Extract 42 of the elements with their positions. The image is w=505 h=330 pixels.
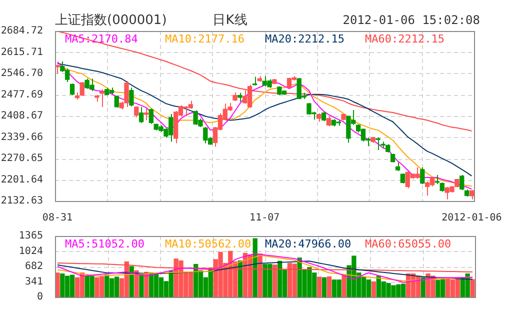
y-tick-label: 2477.69: [0, 89, 43, 100]
y-tick-label: 2408.67: [0, 110, 43, 122]
x-tick-label: 08-31: [42, 212, 73, 224]
bar: [371, 281, 376, 297]
text: MA20:2212.15: [265, 32, 344, 46]
y-tick-label: 341: [24, 276, 43, 288]
chart-title: 日K线: [212, 13, 248, 28]
text: MA60:2212.15: [365, 32, 444, 46]
y-tick-label: 2270.65: [0, 153, 43, 164]
bar: [139, 273, 144, 297]
series-label: MA5:51052.00: [65, 237, 144, 250]
y-tick-label: 2201.64: [0, 174, 43, 186]
candlestick: [272, 78, 277, 85]
series-label: MA60:65055.00: [365, 237, 452, 250]
bar: [326, 276, 332, 297]
bar: [258, 253, 262, 297]
bar: [252, 238, 258, 297]
y-tick-label: 2339.66: [0, 132, 43, 143]
bar: [134, 270, 139, 297]
bar: [322, 277, 327, 297]
text: MA10:2177.16: [165, 32, 244, 46]
y-tick-label: 2615.71: [0, 46, 43, 58]
y-tick-label: 1024: [18, 246, 43, 257]
y-tick-label: 2684.72: [0, 26, 43, 37]
bar: [129, 266, 134, 297]
series-label: MA10:50562.00: [165, 237, 252, 250]
y-tick-label: 1365: [18, 230, 43, 242]
text: 上证指数(000001): [55, 13, 167, 28]
x-tick-label: 2012-01-06: [442, 212, 502, 224]
series-label: MA20:47966.00: [265, 237, 352, 250]
bar: [317, 276, 322, 297]
text: 2012-01-06 15:02:08: [342, 13, 480, 27]
x-tick-label: 11-07: [250, 212, 280, 224]
y-tick-label: 2546.70: [0, 68, 43, 80]
bar: [342, 274, 346, 297]
y-tick-label: 2132.63: [0, 196, 43, 207]
bar: [272, 264, 278, 297]
bar: [470, 279, 475, 297]
candlestick: [238, 92, 242, 102]
y-tick-label: 682: [24, 261, 43, 272]
bar: [420, 277, 426, 297]
y-tick-label: 0: [36, 292, 43, 303]
